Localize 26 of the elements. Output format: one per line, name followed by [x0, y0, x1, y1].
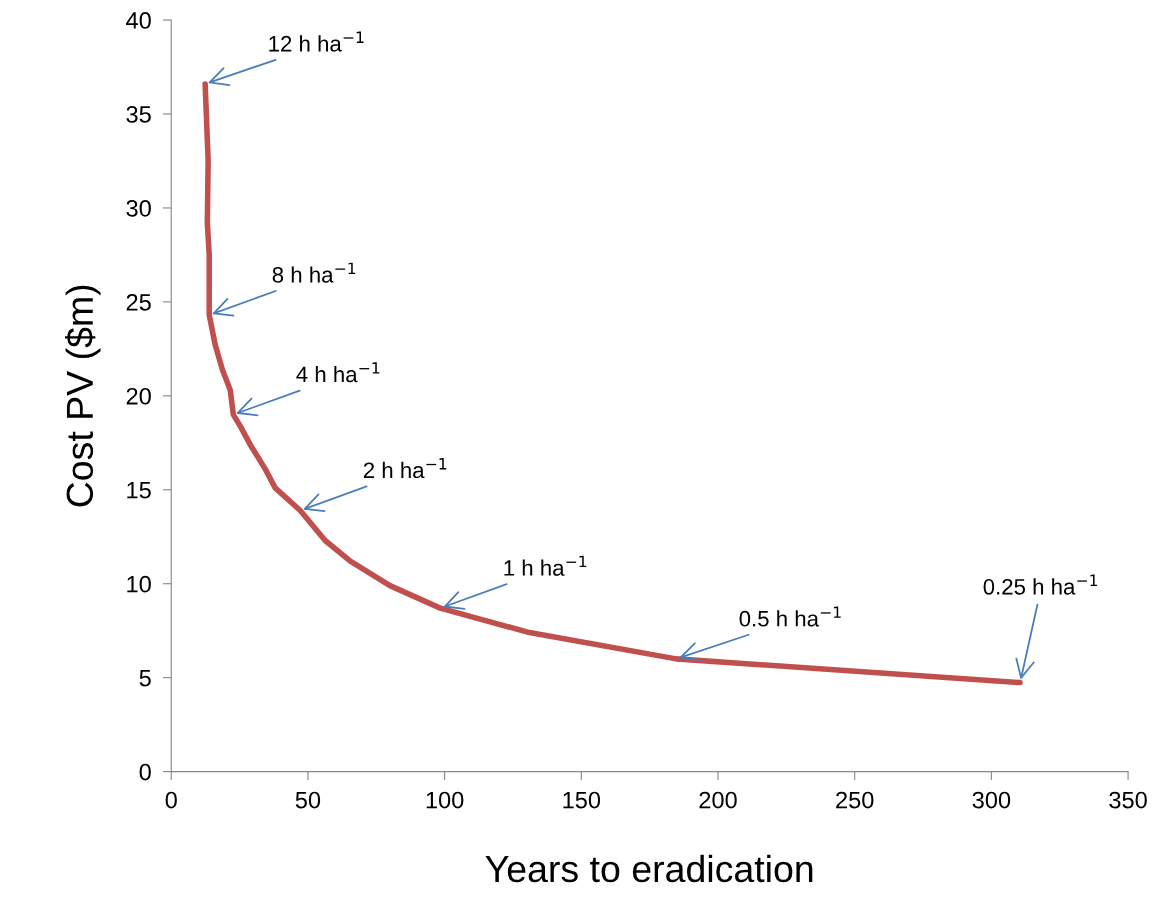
- x-tick-label: 250: [836, 791, 874, 809]
- y-tick-label: 25: [126, 293, 151, 311]
- x-tick-label: 350: [1109, 791, 1147, 809]
- x-tick-label: 100: [426, 791, 464, 809]
- annotation: 2 h ha$^{−1}$: [363, 458, 447, 479]
- y-tick-label: 30: [126, 200, 151, 217]
- y-tick-label: 35: [126, 106, 151, 123]
- annotation: 1 h ha$^{−1}$: [504, 555, 587, 576]
- x-tick-label: 0: [165, 791, 177, 809]
- y-tick-label: 5: [139, 669, 151, 687]
- annotation: 4 h ha$^{−1}$: [296, 362, 380, 383]
- annotation: 0.25 h ha$^{−1}$: [983, 574, 1098, 595]
- y-axis-title: Cost PV ($m): [64, 285, 101, 507]
- x-tick-label: 300: [972, 791, 1011, 809]
- annotation: 12 h ha$^{−1}$: [269, 31, 364, 52]
- y-tick-label: 15: [127, 482, 151, 499]
- y-tick-label: 40: [126, 12, 151, 29]
- x-tick-label: 150: [563, 791, 601, 809]
- x-axis-title: Years to eradication: [485, 854, 813, 883]
- y-tick-label: 0: [139, 763, 151, 781]
- annotation: 0.5 h ha$^{−1}$: [739, 606, 841, 627]
- y-tick-label: 20: [126, 387, 151, 405]
- x-tick-label: 50: [295, 791, 321, 809]
- x-tick-label: 200: [699, 791, 737, 809]
- y-tick-label: 10: [127, 575, 151, 593]
- annotation: 8 h ha$^{−1}$: [272, 262, 356, 283]
